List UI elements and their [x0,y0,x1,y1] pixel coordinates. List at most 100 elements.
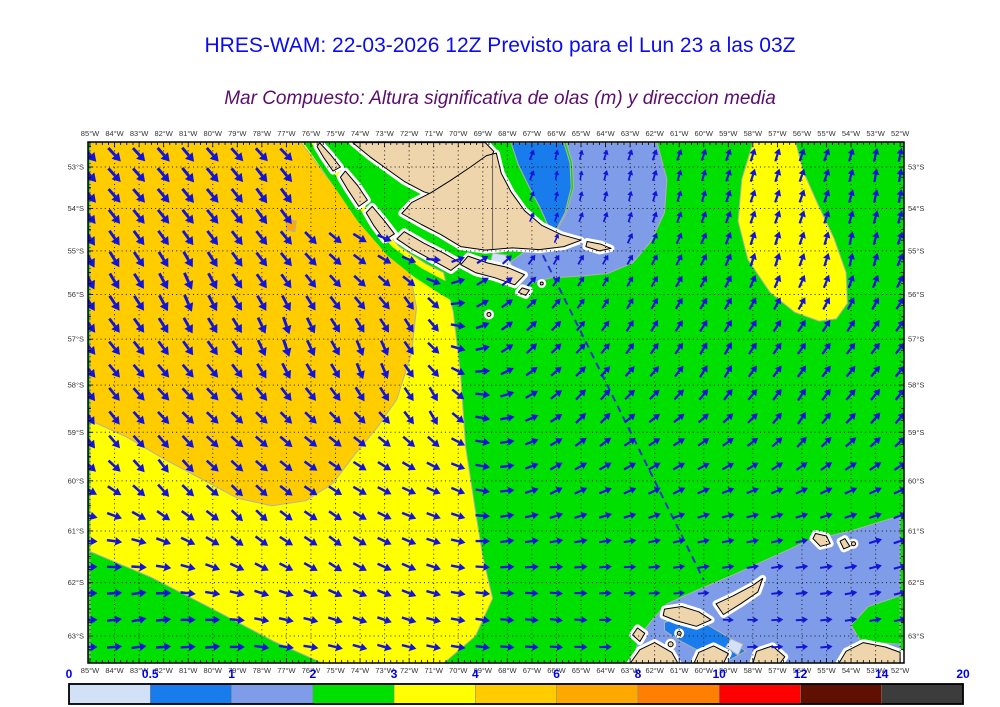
wave-arrow-shaft [575,324,583,332]
wave-arrow-head [234,392,243,401]
wave-arrow-head [725,319,732,327]
longitude-label-top: 59°W [719,129,738,138]
wave-arrow-head [356,347,365,357]
wave-arrow-shaft [869,592,877,596]
wave-arrow-head [457,462,466,471]
wave-arrow-head [136,392,145,401]
wave-arrow-head [630,563,637,571]
wave-arrow-shaft [771,464,779,471]
wave-arrow-head [111,214,121,224]
wave-arrow-shaft [648,393,656,400]
wave-arrow-shaft [352,536,362,543]
land-peninsula-2 [693,645,729,663]
wave-arrow-head [578,191,584,197]
longitude-label-bottom: 78°W [253,666,272,675]
colorbar-segment-charcoal [881,683,964,705]
wave-arrow-shaft [651,237,656,244]
wave-arrow-shaft [525,618,533,621]
wave-arrow-head [873,365,881,374]
wave-arrow-head [851,589,858,597]
wave-arrow-head [774,319,782,328]
wave-arrow-head [213,642,221,651]
wave-arrow-head [725,210,732,218]
wave-arrow-head [774,168,782,176]
wave-arrow-head [777,512,784,519]
latitude-label-left: 55°S [68,246,84,255]
wave-arrow-shaft [256,295,264,305]
wave-arrow-shaft [254,644,263,649]
land-cape-horn [517,287,530,296]
wave-arrow-head [406,301,414,310]
wave-arrow-head [408,512,417,520]
wave-arrow-head [749,189,757,197]
wave-arrow-head [875,616,882,623]
wave-arrow-head [210,463,219,472]
wave-arrow-head [212,589,221,598]
wave-arrow-shaft [550,324,558,332]
wave-arrow-shaft [549,618,558,621]
wave-arrow-head [506,390,515,398]
wave-arrow-head [111,301,120,311]
wave-arrow-head [679,537,686,545]
wave-arrow-head [581,589,588,597]
wave-arrow-shaft [600,324,607,332]
wave-arrow-shaft [773,280,779,289]
longitude-label-top: 57°W [768,129,787,138]
wave-arrow-shaft [426,435,436,444]
wave-arrow-head [335,616,343,624]
wave-arrow-shaft [500,393,509,398]
wave-arrow-head [727,462,735,469]
wave-arrow-head [627,211,634,218]
wave-arrow-head [234,369,243,378]
wave-arrow-shaft [649,347,656,355]
wave-arrow-head [359,589,368,598]
wave-arrow-shaft [574,464,583,471]
longitude-label-bottom: 75°W [326,666,345,675]
longitude-label-top: 65°W [572,129,591,138]
longitude-label-bottom: 65°W [572,666,591,675]
wave-arrow-shaft [451,388,460,396]
wave-arrow-head [160,391,170,401]
wave-arrow-head [700,148,708,156]
wave-arrow-head [507,616,515,624]
wave-arrow-head [283,279,292,289]
wave-arrow-shaft [774,258,779,267]
wave-arrow-head [801,537,809,545]
wave-arrow-head [431,439,440,448]
wave-arrow-head [725,297,732,305]
wave-arrow-head [482,321,490,329]
wave-arrow-head [728,537,735,545]
wave-arrow-shaft [352,253,362,262]
wave-arrow-head [380,347,390,356]
wave-arrow-head [88,301,95,311]
wave-arrow-head [111,152,121,162]
wave-arrow-head [679,590,685,597]
wave-arrow-head [88,392,96,402]
land-livingston-snow [662,606,712,627]
wave-arrow-shaft [525,645,533,649]
latitude-label-right: 55°S [908,246,924,255]
wave-arrow-head [432,277,441,286]
wave-arrow-head [606,589,612,597]
wave-arrow-shaft [749,258,755,267]
wave-arrow-shaft [108,317,117,328]
wave-arrow-head [678,487,686,494]
wave-arrow-head [553,149,560,155]
colorbar-segment-red [718,683,801,705]
wave-arrow-head [137,512,147,520]
wave-arrow-shaft [427,296,436,305]
wave-arrow-head [897,343,904,351]
latitude-label-right: 60°S [908,476,924,485]
wave-arrow-shaft [770,489,779,495]
wave-arrow-head [115,589,123,598]
wave-arrow-shaft [725,174,730,182]
longitude-label-top: 72°W [400,129,419,138]
wave-arrow-shaft [107,167,117,177]
wave-arrow-shaft [352,232,362,240]
wave-arrow-head [606,616,612,624]
wave-arrow-head [209,257,218,268]
wave-arrow-shaft [132,363,141,373]
wave-arrow-head [627,276,634,283]
wave-arrow-shaft [845,416,853,424]
